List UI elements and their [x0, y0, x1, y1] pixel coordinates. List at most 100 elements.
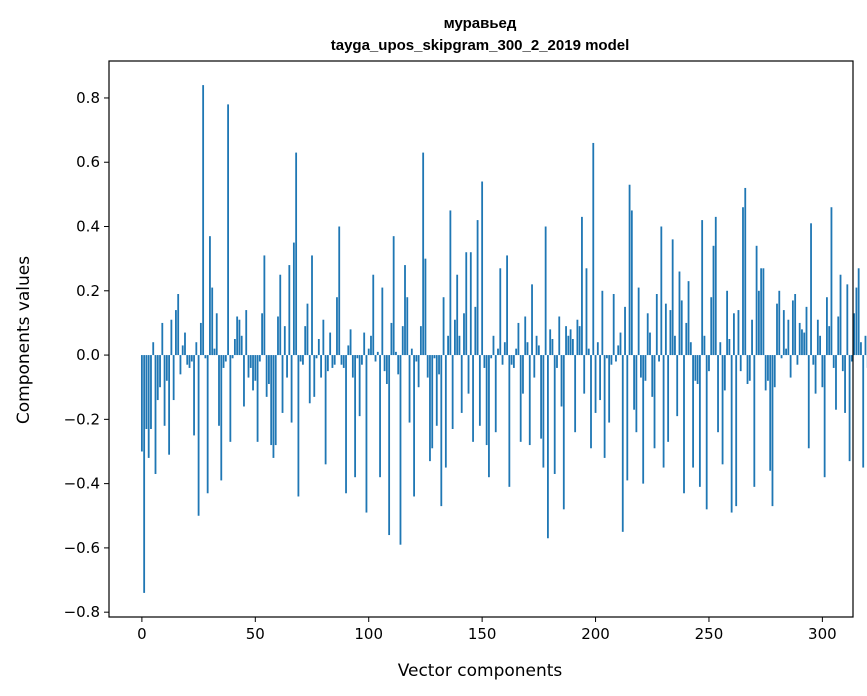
bar [270, 355, 273, 446]
bar [417, 355, 420, 388]
y-tick-label: 0.6 [76, 153, 100, 171]
bar [526, 342, 529, 356]
bar [488, 355, 490, 478]
bar [789, 355, 792, 378]
bar [728, 339, 731, 356]
bar [796, 355, 799, 365]
bar [283, 326, 286, 356]
bar [821, 355, 824, 388]
bar [823, 355, 826, 478]
bar [517, 322, 520, 356]
bar [424, 258, 427, 356]
bar [347, 345, 350, 356]
bar [571, 339, 574, 356]
bar [456, 274, 459, 356]
bar [599, 355, 601, 401]
bar [306, 303, 309, 356]
bar [537, 345, 540, 356]
bar [326, 355, 329, 372]
bar [165, 355, 168, 381]
bar [354, 355, 357, 478]
bar [401, 326, 404, 356]
bar [268, 355, 270, 384]
bar [549, 329, 552, 356]
bar [692, 355, 694, 468]
bar [814, 355, 817, 394]
bar [583, 355, 586, 394]
bar [211, 287, 214, 356]
bar [810, 223, 812, 356]
bar [542, 355, 545, 468]
bar [581, 216, 583, 356]
bar [254, 355, 257, 381]
bar [292, 242, 295, 356]
bar [272, 355, 275, 458]
bar [805, 306, 808, 356]
bar [596, 342, 599, 356]
bar [258, 355, 261, 362]
bar [236, 316, 239, 356]
bar [857, 268, 860, 356]
bar [594, 355, 597, 413]
bar [590, 355, 592, 449]
bar [855, 287, 858, 356]
bar [422, 152, 425, 356]
bar [143, 355, 146, 593]
bar [444, 355, 447, 468]
bar [381, 287, 384, 356]
bar [388, 355, 391, 536]
bar [358, 355, 361, 417]
bar [184, 332, 186, 356]
bar [689, 342, 692, 356]
x-axis-label: Vector components [398, 661, 563, 681]
bar [812, 355, 815, 365]
bar [295, 152, 298, 356]
bar [154, 355, 157, 474]
bar [367, 348, 370, 356]
bar [159, 355, 161, 388]
bar [340, 355, 343, 365]
bar [574, 355, 577, 433]
bar [744, 187, 747, 356]
bar [304, 326, 307, 356]
bar [522, 355, 524, 394]
bar [510, 355, 513, 365]
bar [233, 339, 236, 356]
bar [313, 355, 316, 397]
bar [737, 310, 740, 356]
bar [753, 355, 756, 487]
bar [708, 355, 710, 372]
bar [669, 310, 672, 356]
bar [467, 355, 470, 394]
bar [485, 355, 488, 446]
bar [506, 255, 508, 356]
bar [385, 355, 388, 384]
bar [463, 313, 465, 356]
bar [399, 355, 402, 545]
bar [503, 342, 506, 356]
bar [215, 313, 218, 356]
bar [202, 85, 205, 356]
bar [345, 355, 347, 494]
bar [256, 355, 259, 442]
bar [490, 355, 493, 359]
bar [782, 310, 785, 356]
bar [336, 297, 338, 356]
bar [245, 310, 248, 356]
bar [624, 306, 626, 356]
bar [222, 355, 225, 368]
y-tick-label: −0.2 [64, 410, 100, 428]
bar [544, 226, 547, 356]
x-tick-label: 200 [581, 625, 610, 643]
bar [508, 355, 511, 487]
bar [801, 329, 803, 356]
bar [651, 355, 654, 397]
bar [592, 142, 595, 356]
bar [365, 355, 368, 513]
bar [438, 355, 440, 375]
bar [481, 181, 484, 356]
bar [415, 355, 418, 362]
bar [460, 355, 463, 413]
bar [585, 268, 588, 356]
bar [547, 355, 549, 539]
